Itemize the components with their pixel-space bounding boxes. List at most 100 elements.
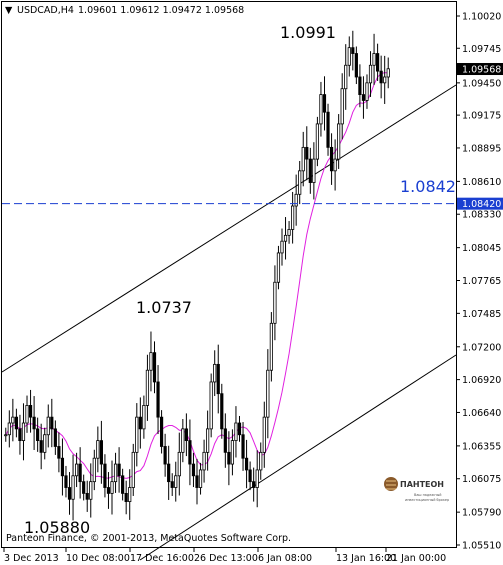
candle-body: [223, 428, 227, 453]
candle-body: [347, 47, 351, 66]
candle-body: [216, 363, 220, 395]
candle-body: [372, 53, 376, 66]
candle-body: [71, 475, 75, 500]
candle-body: [43, 434, 47, 453]
candle-body: [262, 416, 266, 453]
y-tick-label: 1.10020: [462, 12, 501, 23]
candle-body: [252, 481, 256, 488]
candle-body: [181, 428, 185, 453]
candle-body: [156, 381, 160, 418]
candle-body: [106, 487, 111, 494]
y-tick-label: 1.09175: [462, 111, 501, 122]
candle-body: [379, 70, 383, 84]
candle-body: [301, 146, 305, 172]
candle-body: [50, 416, 54, 430]
candle-body: [202, 451, 206, 471]
candle-body: [113, 463, 118, 483]
candle-body: [344, 64, 348, 90]
candle-body: [244, 457, 249, 471]
candle-body: [36, 428, 40, 442]
candle-body: [177, 451, 181, 477]
candle-body: [333, 158, 337, 172]
candle-body: [14, 416, 18, 430]
candle-body: [28, 405, 33, 418]
candle-body: [191, 463, 196, 477]
candle-body: [195, 475, 199, 488]
candle-body: [198, 469, 203, 488]
candle-body: [213, 363, 217, 383]
x-tick-label: 6 Jan 08:00: [258, 553, 312, 564]
annotation-low: 1.05880: [24, 518, 90, 537]
candle-body: [89, 481, 93, 500]
candle-body: [11, 416, 15, 424]
candle-body: [67, 487, 72, 500]
candle-body: [266, 369, 270, 418]
channel-upper-line: [1, 84, 457, 373]
candle-body: [312, 158, 316, 183]
candle-body: [305, 146, 309, 160]
candle-body: [269, 322, 273, 371]
candle-body: [329, 146, 334, 172]
candle-body: [287, 229, 291, 236]
current-price-badge: [457, 63, 503, 76]
y-tick-label: 1.09745: [462, 44, 501, 55]
channel-lower-line: [139, 354, 457, 561]
y-tick-label: 1.08610: [462, 177, 501, 188]
candle-body: [152, 352, 157, 383]
candle-body: [163, 446, 167, 465]
candle-body: [174, 475, 178, 488]
candle-body: [358, 76, 362, 95]
x-tick-label: 10 Dec 08:00: [66, 553, 130, 564]
y-tick-label: 1.06355: [462, 441, 501, 452]
candle-body: [92, 457, 96, 483]
candle-body: [248, 469, 252, 483]
candle-body: [220, 393, 224, 430]
candle-body: [124, 492, 128, 503]
y-tick-label: 1.05510: [462, 541, 501, 552]
candle-body: [46, 416, 50, 436]
svg-text:Ваш надежный: Ваш надежный: [414, 493, 441, 497]
x-tick-label: 17 Dec 16:00: [130, 553, 194, 564]
ohlc-values: 1.09601 1.09612 1.09472 1.09568: [78, 5, 244, 16]
candle-body: [32, 416, 36, 430]
candle-body: [322, 94, 327, 113]
y-tick-label: 1.06640: [462, 408, 501, 419]
candle-body: [383, 76, 387, 84]
y-tick-label: 1.05790: [462, 508, 501, 519]
x-tick-label: 13 Jan 16:00: [336, 553, 396, 564]
candle-body: [276, 252, 281, 283]
price-scale[interactable]: 1.10020 1.09745 1.09450 1.09175 1.08895 1.086…: [456, 12, 503, 552]
candle-body: [294, 193, 298, 207]
candle-body: [128, 487, 132, 503]
y-tick-label: 1.06920: [462, 375, 501, 386]
candle-body: [96, 440, 100, 459]
candle-body: [18, 428, 22, 442]
candle-body: [57, 446, 61, 459]
x-tick-label: 3 Dec 2013: [4, 553, 59, 564]
candle-body: [4, 434, 8, 437]
x-tick-label: 21 Jan 00:00: [386, 553, 446, 564]
candle-body: [227, 451, 231, 465]
candle-body: [25, 405, 29, 424]
y-tick-label: 1.07765: [462, 276, 501, 287]
candle-body: [74, 463, 79, 477]
y-tick-label: 1.08330: [462, 210, 501, 221]
candle-body: [368, 64, 373, 84]
candle-body: [376, 53, 380, 72]
candle-body: [291, 205, 295, 230]
candle-body: [237, 422, 242, 436]
candle-body: [337, 123, 341, 160]
x-tick-label: 26 Dec 13:00: [194, 553, 258, 564]
annotation-mid-high: 1.0737: [136, 298, 192, 317]
current-price-label: 1.09568: [462, 65, 501, 76]
chart-collapse-icon[interactable]: ▼: [5, 5, 13, 16]
candle-body: [159, 416, 164, 447]
candle-body: [85, 492, 89, 500]
candle-body: [315, 123, 320, 160]
horizontal-level[interactable]: 1.08420: [2, 197, 503, 211]
y-tick-label: 1.09450: [462, 78, 501, 89]
svg-text:инвестиционный брокер: инвестиционный брокер: [405, 498, 449, 502]
y-tick-label: 1.07485: [462, 309, 501, 320]
time-scale[interactable]: 3 Dec 2013 10 Dec 08:00 17 Dec 16:00 26 Dec…: [3, 548, 446, 564]
